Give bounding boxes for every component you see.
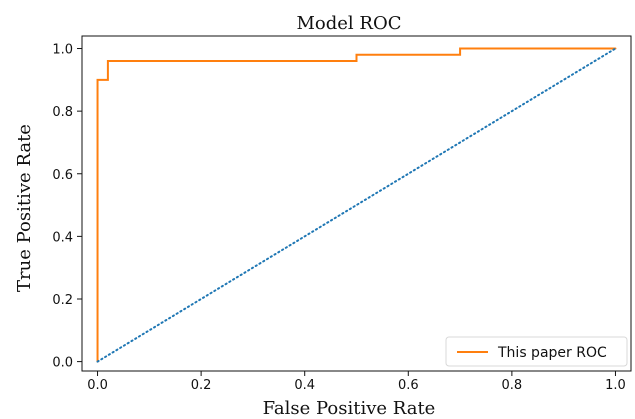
x-axis-label: False Positive Rate xyxy=(263,398,436,419)
x-tick-label-4: 0.8 xyxy=(502,378,523,393)
y-tick-label-1: 0.2 xyxy=(52,293,73,308)
series-layer xyxy=(96,47,617,363)
x-tick-label-2: 0.4 xyxy=(294,378,315,393)
y-tick-label-5: 1.0 xyxy=(52,43,73,58)
plot-frame xyxy=(81,35,632,372)
legend: This paper ROC xyxy=(445,336,628,367)
y-tick-label-4: 0.8 xyxy=(52,105,73,120)
y-tick-label-0: 0.0 xyxy=(52,356,73,371)
x-tick-label-0: 0.0 xyxy=(87,378,108,393)
x-tick-label-3: 0.6 xyxy=(398,378,419,393)
y-axis-label: True Positive Rate xyxy=(14,124,35,292)
x-axis-ticks: 0.0 0.2 0.4 0.6 0.8 1.0 xyxy=(87,371,626,393)
y-tick-label-3: 0.6 xyxy=(52,168,73,183)
legend-box xyxy=(445,336,628,367)
y-tick-label-2: 0.4 xyxy=(52,230,73,245)
x-tick-label-5: 1.0 xyxy=(605,378,626,393)
legend-roc-label: This paper ROC xyxy=(497,345,607,361)
roc-curve-line xyxy=(96,47,617,363)
chart-title: Model ROC xyxy=(296,13,401,34)
y-axis-ticks: 0.0 0.2 0.4 0.6 0.8 1.0 xyxy=(52,43,82,371)
baseline-diagonal-line xyxy=(96,47,617,363)
plot-area: 0.0 0.2 0.4 0.6 0.8 1.0 0.0 0.2 0.4 0.6 0.8 1.0 Th… xyxy=(52,35,632,393)
x-tick-label-1: 0.2 xyxy=(191,378,212,393)
